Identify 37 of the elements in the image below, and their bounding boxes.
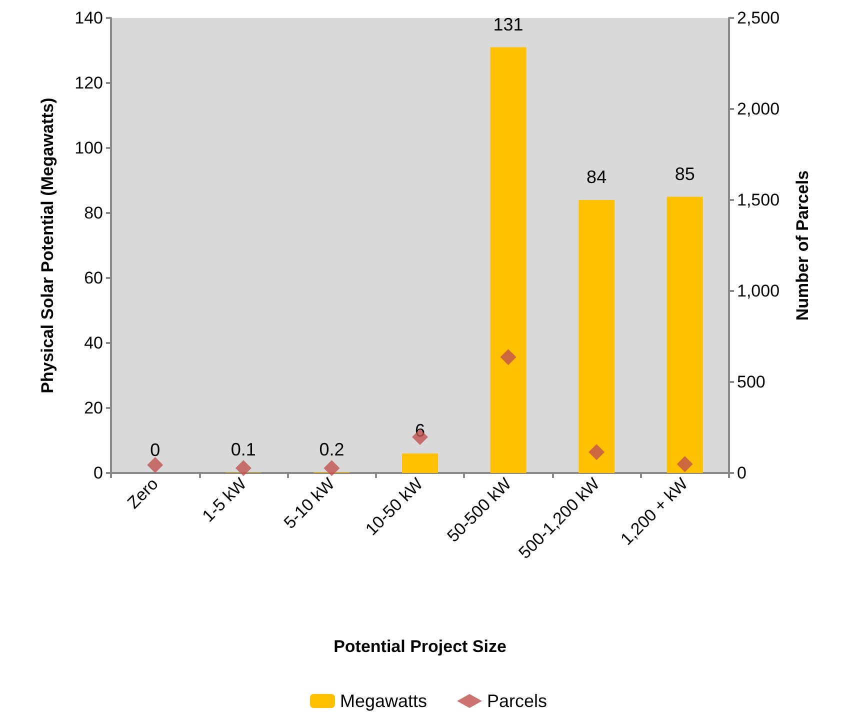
y-tick-label: 0 xyxy=(94,464,103,482)
y2-tick-label: 0 xyxy=(737,464,746,482)
bar xyxy=(666,196,703,473)
point xyxy=(676,456,693,472)
data-label: 0.2 xyxy=(319,439,344,460)
y-tick-label: 80 xyxy=(84,204,103,222)
data-label: 6 xyxy=(414,420,426,440)
y2-tick-label: 500 xyxy=(737,372,766,392)
bar xyxy=(402,454,438,473)
point xyxy=(500,349,516,366)
y2-tick-label: 1,500 xyxy=(737,190,780,210)
bar xyxy=(578,200,615,473)
legend-label: Megawatts xyxy=(340,691,428,711)
y-tick-label: 60 xyxy=(84,268,103,288)
y-tick-label: 100 xyxy=(74,138,103,158)
data-label: 0.1 xyxy=(230,440,256,460)
data-label: 131 xyxy=(493,14,524,34)
y-tick-label: 140 xyxy=(74,8,103,28)
data-label: 84 xyxy=(586,167,607,187)
data-label: 0 xyxy=(150,440,160,460)
y-axis-title: Physical Solar Potential (Megawatts) xyxy=(38,98,57,394)
y-tick-label: 40 xyxy=(84,334,103,352)
y2-tick-label: 2,000 xyxy=(737,100,780,118)
x-tick-label: 1-5 kW xyxy=(198,474,250,526)
point xyxy=(235,460,252,476)
point xyxy=(324,460,340,476)
point xyxy=(147,456,164,473)
point xyxy=(588,444,605,460)
y2-axis-title: Number of Parcels xyxy=(793,170,812,321)
bar xyxy=(490,47,526,473)
legend-label: Parcels xyxy=(487,691,548,711)
data-label: 85 xyxy=(674,164,695,184)
y2-tick-label: 2,500 xyxy=(737,8,780,28)
y-tick-label: 20 xyxy=(84,398,103,418)
y-tick-label: 120 xyxy=(74,74,103,92)
y2-tick-label: 1,000 xyxy=(737,282,780,300)
x-axis-title: Potential Project Size xyxy=(334,637,506,656)
